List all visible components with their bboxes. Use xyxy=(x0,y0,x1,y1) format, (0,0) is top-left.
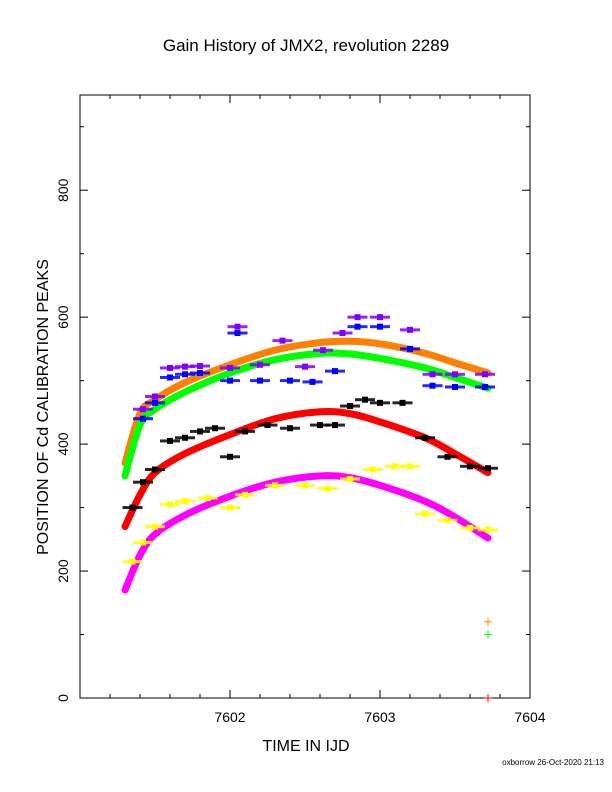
data-point xyxy=(302,378,323,385)
data-point xyxy=(400,345,420,352)
y-tick-label: 0 xyxy=(55,694,71,702)
data-point xyxy=(400,326,420,333)
data-point xyxy=(310,422,330,429)
data-point xyxy=(133,479,153,486)
data-point xyxy=(370,323,390,330)
data-point xyxy=(175,363,195,370)
data-point xyxy=(392,399,413,406)
data-point xyxy=(478,526,498,533)
data-point xyxy=(190,428,210,435)
data-point xyxy=(160,501,180,508)
data-point xyxy=(325,368,345,375)
data-point xyxy=(220,453,240,460)
x-axis-label: TIME IN IJD xyxy=(262,738,350,755)
data-point xyxy=(190,370,210,377)
data-point xyxy=(145,523,165,530)
data-point xyxy=(340,476,360,483)
data-point xyxy=(250,361,270,368)
data-point xyxy=(422,371,443,378)
data-point xyxy=(400,463,420,470)
data-point xyxy=(197,495,218,502)
chart-title: Gain History of JMX2, revolution 2289 xyxy=(162,36,450,55)
plus-marker xyxy=(484,630,492,639)
data-point xyxy=(355,396,375,403)
data-point xyxy=(220,377,240,384)
data-point xyxy=(370,399,390,406)
data-point xyxy=(317,485,338,492)
data-point xyxy=(295,363,315,370)
data-point xyxy=(160,374,180,381)
plus-marker xyxy=(484,617,492,626)
data-point xyxy=(347,314,368,321)
data-point xyxy=(220,364,240,371)
data-point xyxy=(205,425,225,432)
data-point xyxy=(160,364,180,371)
data-point xyxy=(227,330,248,337)
data-point xyxy=(133,415,153,422)
data-point xyxy=(145,399,165,406)
plus-marker xyxy=(484,694,492,702)
data-point xyxy=(445,383,465,390)
data-point xyxy=(332,330,353,337)
data-point xyxy=(415,434,435,441)
data-point xyxy=(250,377,270,384)
data-point xyxy=(145,393,165,400)
plot-frame xyxy=(79,94,531,699)
data-point xyxy=(272,337,293,344)
data-point xyxy=(478,465,498,472)
data-point xyxy=(445,371,465,378)
data-point xyxy=(437,517,458,524)
data-point xyxy=(280,377,300,384)
data-point xyxy=(475,383,495,390)
data-point xyxy=(122,558,143,565)
y-tick-label: 800 xyxy=(55,178,71,202)
fit-curve xyxy=(121,349,492,480)
x-tick-label: 7603 xyxy=(364,709,395,725)
data-point xyxy=(133,539,153,546)
data-point xyxy=(227,323,248,330)
data-point xyxy=(295,482,315,489)
fit-curve xyxy=(121,472,492,594)
data-point xyxy=(460,524,480,531)
data-point xyxy=(422,382,443,389)
data-point xyxy=(175,434,195,441)
data-point xyxy=(460,463,480,470)
y-tick-label: 600 xyxy=(55,305,71,329)
data-point xyxy=(160,437,180,444)
y-tick-label: 400 xyxy=(55,432,71,456)
data-point xyxy=(220,504,240,511)
data-point xyxy=(280,425,300,432)
data-point xyxy=(415,510,435,517)
data-point xyxy=(370,314,390,321)
y-tick-label: 200 xyxy=(55,559,71,583)
data-point xyxy=(133,406,153,413)
data-point xyxy=(313,347,333,354)
data-point xyxy=(265,482,285,489)
data-point xyxy=(175,498,195,505)
data-point xyxy=(347,323,368,330)
data-point xyxy=(385,463,405,470)
fit-curve xyxy=(121,407,492,531)
x-tick-label: 7602 xyxy=(214,709,245,725)
data-point xyxy=(145,466,165,473)
data-point xyxy=(362,466,383,473)
data-point xyxy=(190,363,210,370)
data-point xyxy=(122,504,143,511)
data-point xyxy=(257,422,278,429)
data-point xyxy=(235,428,255,435)
data-point xyxy=(175,371,195,378)
credit-text: oxborrow 26-Oct-2020 21:13 xyxy=(502,758,604,767)
x-tick-label: 7604 xyxy=(514,709,545,725)
data-point xyxy=(325,422,345,429)
data-point xyxy=(235,491,255,498)
data-point xyxy=(437,453,458,460)
data-point xyxy=(340,403,360,410)
data-point xyxy=(475,371,495,378)
